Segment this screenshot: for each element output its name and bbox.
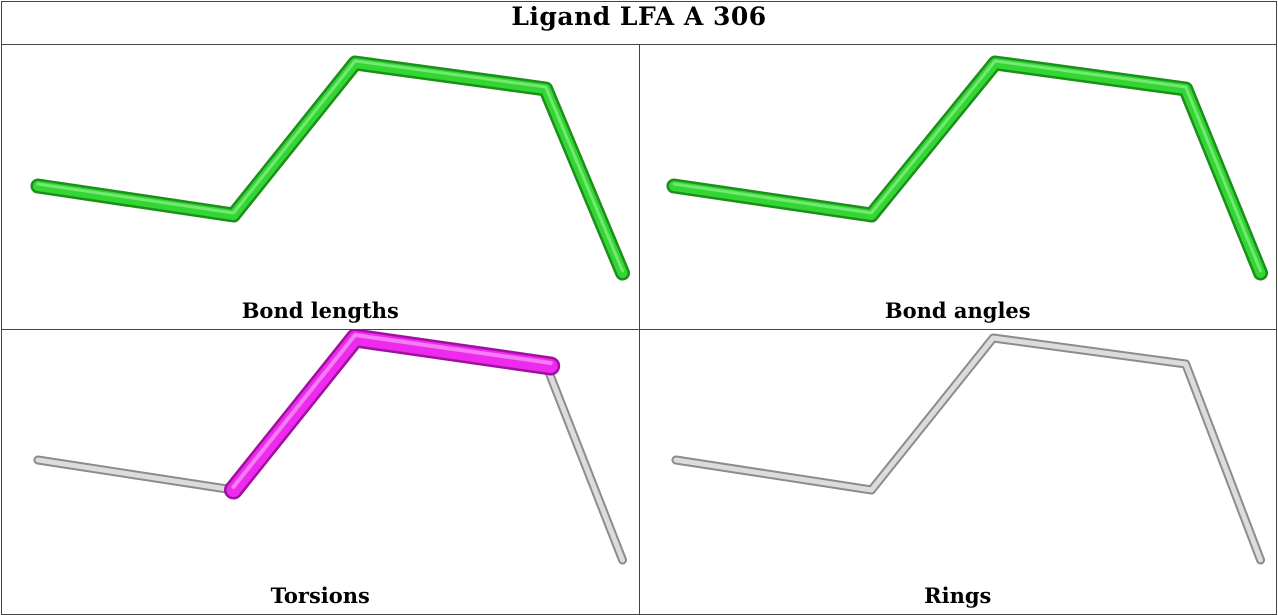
caption-bond-angles: Bond angles — [884, 298, 1031, 323]
bond-chain — [30, 55, 631, 281]
panel-torsions: Torsions — [1, 329, 640, 615]
torsion-highlight-shine — [231, 333, 553, 489]
panel-bond-angles: Bond angles — [638, 44, 1277, 330]
torsion-highlight — [223, 330, 561, 500]
molecule-bond-angles — [665, 55, 1268, 281]
molecule-bond-lengths — [30, 55, 631, 281]
figure-title: Ligand LFA A 306 — [1, 1, 1277, 45]
panel-rings: Rings — [638, 329, 1277, 615]
bond-chain-shine — [671, 59, 1262, 273]
torsion-highlight-fill — [226, 331, 558, 497]
molecule-rings — [670, 333, 1265, 565]
caption-bond-lengths: Bond lengths — [241, 298, 399, 323]
bond-chain-base — [670, 333, 1265, 565]
molecule-torsions — [33, 330, 628, 565]
caption-rings: Rings — [924, 583, 992, 608]
bond-chain-shine — [36, 59, 625, 273]
caption-torsions: Torsions — [270, 583, 370, 608]
bond-chain — [665, 55, 1268, 281]
panel-bond-lengths: Bond lengths — [1, 44, 640, 330]
bond-chain-base-fill — [672, 335, 1263, 563]
